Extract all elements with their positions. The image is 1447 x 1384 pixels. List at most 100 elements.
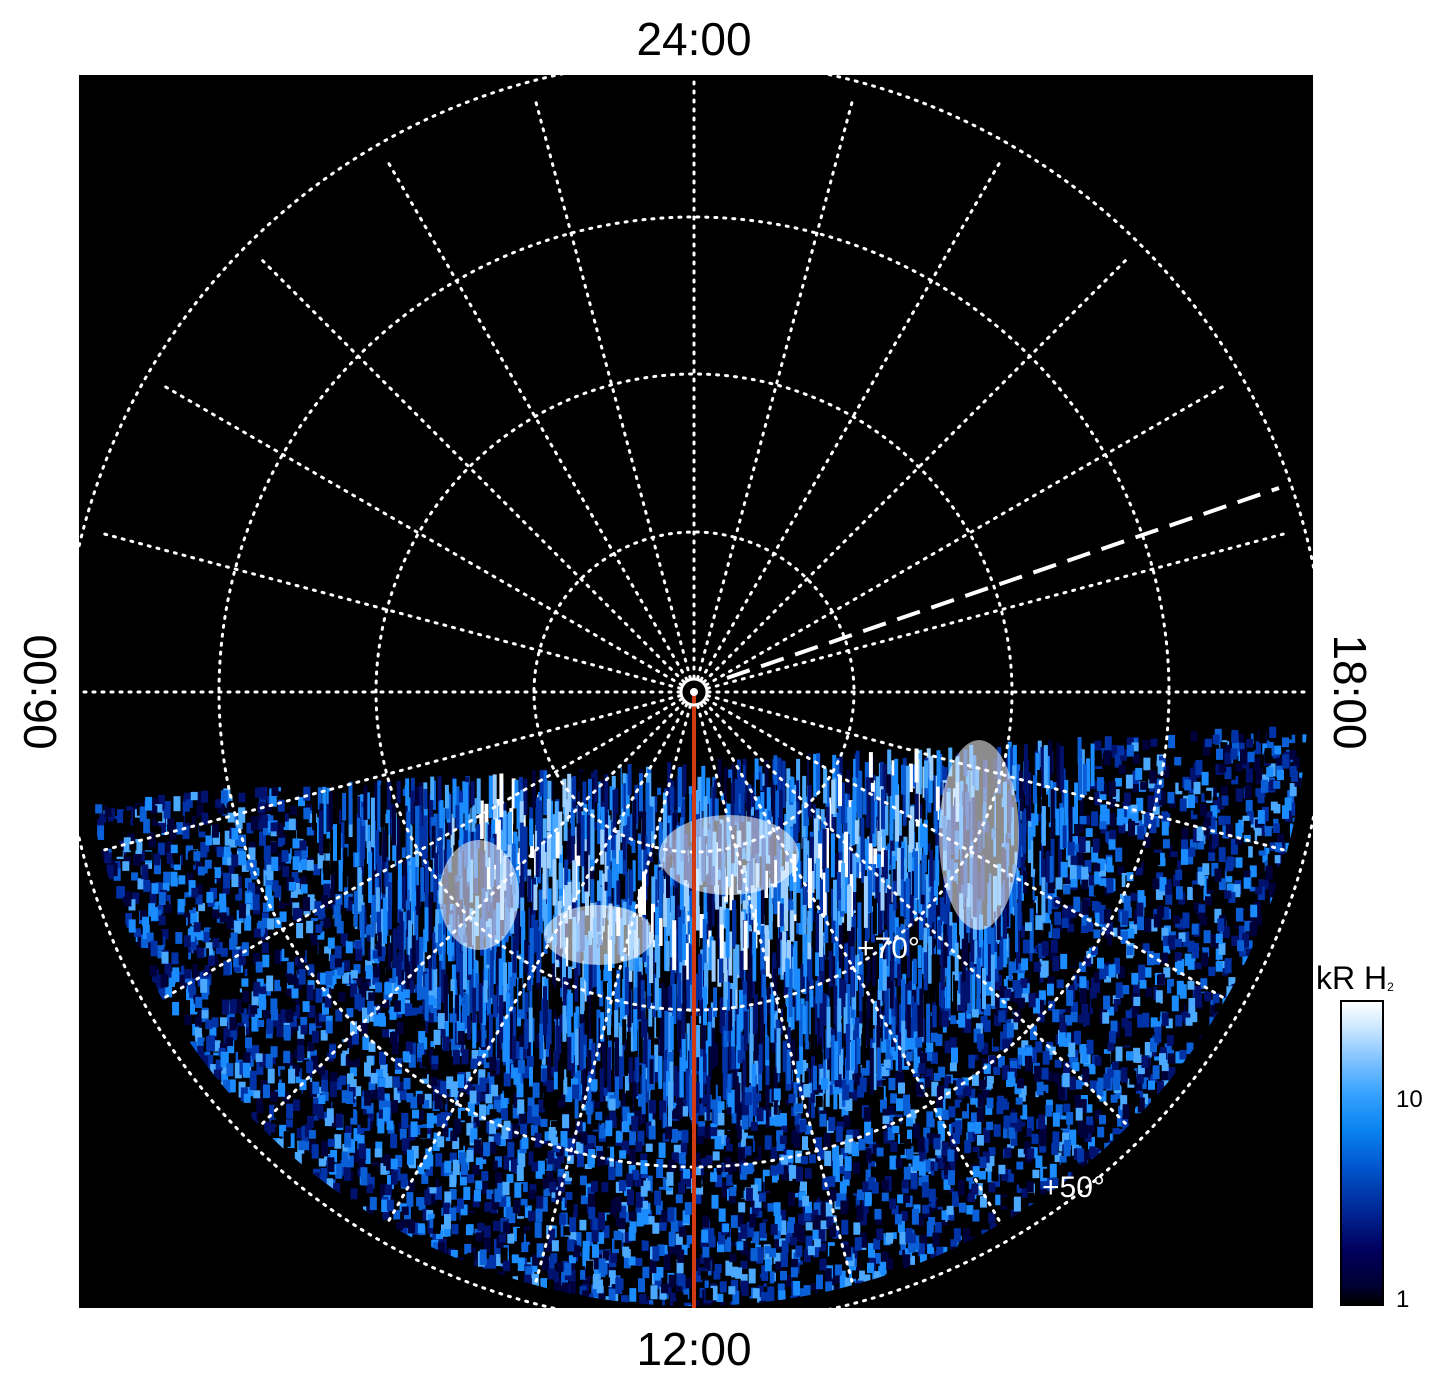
- emission-pixel: [513, 1199, 521, 1215]
- emission-pixel: [1117, 1115, 1125, 1127]
- emission-pixel: [971, 1009, 979, 1018]
- emission-pixel: [546, 798, 551, 832]
- emission-pixel: [143, 817, 151, 834]
- emission-pixel: [253, 928, 261, 938]
- emission-pixel: [649, 806, 654, 832]
- emission-pixel: [1106, 1093, 1114, 1103]
- emission-pixel: [1111, 744, 1119, 759]
- emission-pixel: [1144, 1098, 1151, 1111]
- emission-pixel: [406, 1149, 414, 1165]
- emission-pixel: [1259, 727, 1267, 744]
- emission-pixel: [770, 1146, 778, 1160]
- emission-pixel: [1094, 791, 1102, 806]
- emission-pixel: [1203, 831, 1211, 847]
- emission-pixel: [1046, 983, 1054, 996]
- emission-pixel: [899, 1242, 906, 1255]
- emission-pixel: [675, 1194, 683, 1204]
- emission-pixel: [432, 1138, 440, 1151]
- emission-pixel: [715, 1106, 723, 1117]
- emission-pixel: [309, 1023, 316, 1035]
- emission-pixel: [1181, 839, 1189, 855]
- emission-pixel: [527, 1105, 535, 1118]
- emission-pixel: [1091, 901, 1099, 911]
- emission-pixel: [645, 1175, 653, 1185]
- emission-pixel: [383, 872, 388, 902]
- emission-pixel: [887, 749, 892, 775]
- emission-pixel: [591, 1180, 598, 1193]
- emission-pixel: [1153, 952, 1161, 965]
- emission-pixel: [1011, 1164, 1019, 1174]
- emission-pixel: [1187, 886, 1195, 900]
- emission-pixel: [1085, 828, 1093, 837]
- emission-pixel: [1047, 976, 1055, 990]
- emission-pixel: [360, 1021, 368, 1035]
- emission-pixel: [1069, 865, 1077, 881]
- emission-pixel: [479, 1091, 487, 1102]
- emission-pixel: [516, 1165, 524, 1181]
- emission-pixel: [1161, 952, 1169, 964]
- emission-pixel: [457, 1198, 464, 1209]
- emission-pixel: [603, 1212, 610, 1221]
- emission-pixel: [185, 799, 193, 808]
- emission-pixel: [793, 882, 797, 915]
- emission-pixel: [416, 1124, 424, 1135]
- emission-pixel: [879, 1261, 887, 1275]
- emission-pixel: [1138, 964, 1146, 978]
- emission-pixel: [635, 1257, 643, 1266]
- emission-pixel: [1007, 1071, 1015, 1086]
- emission-pixel: [1041, 930, 1049, 943]
- emission-pixel: [717, 892, 722, 945]
- emission-pixel: [201, 812, 209, 825]
- emission-pixel: [363, 1107, 370, 1120]
- emission-pixel: [705, 1288, 713, 1301]
- emission-pixel: [1017, 1148, 1025, 1158]
- emission-pixel: [1250, 904, 1258, 918]
- emission-pixel: [1274, 745, 1282, 755]
- emission-pixel: [269, 797, 277, 807]
- emission-pixel: [95, 804, 103, 814]
- emission-pixel: [860, 1213, 867, 1226]
- emission-pixel: [117, 809, 124, 824]
- emission-pixel: [283, 1025, 291, 1041]
- emission-pixel: [819, 1243, 827, 1259]
- emission-pixel: [808, 1154, 816, 1164]
- emission-pixel: [205, 942, 213, 955]
- emission-pixel: [1035, 1155, 1043, 1168]
- emission-pixel: [258, 1038, 266, 1050]
- emission-pixel: [692, 1300, 700, 1306]
- emission-pixel: [143, 879, 151, 892]
- emission-pixel: [221, 1072, 229, 1083]
- emission-pixel: [1284, 797, 1292, 812]
- emission-pixel: [922, 1204, 930, 1214]
- emission-pixel: [426, 1048, 434, 1065]
- emission-pixel: [1059, 1156, 1067, 1166]
- emission-pixel: [801, 1111, 809, 1124]
- emission-pixel: [464, 1243, 472, 1255]
- emission-pixel: [603, 1147, 610, 1158]
- emission-pixel: [325, 853, 333, 865]
- emission-pixel: [296, 923, 304, 939]
- emission-pixel: [1001, 1197, 1009, 1206]
- emission-pixel: [295, 1072, 303, 1084]
- emission-pixel: [1107, 951, 1115, 963]
- emission-pixel: [1055, 877, 1063, 890]
- emission-pixel: [863, 876, 868, 928]
- emission-pixel: [810, 1283, 818, 1297]
- emission-pixel: [1202, 739, 1210, 756]
- emission-pixel: [1075, 1079, 1083, 1090]
- emission-pixel: [1225, 824, 1233, 837]
- emission-pixel: [815, 1287, 823, 1299]
- emission-pixel: [777, 757, 781, 792]
- emission-pixel: [740, 1132, 748, 1147]
- emission-pixel: [602, 1225, 610, 1239]
- emission-pixel: [190, 999, 197, 1015]
- emission-pixel: [378, 1098, 386, 1112]
- emission-pixel: [147, 881, 155, 894]
- emission-pixel: [798, 1213, 805, 1226]
- emission-pixel: [417, 1165, 425, 1175]
- emission-pixel: [326, 803, 331, 832]
- emission-pixel: [234, 1062, 242, 1079]
- emission-pixel: [923, 927, 928, 954]
- emission-pixel: [853, 1222, 861, 1235]
- emission-pixel: [1067, 1054, 1075, 1069]
